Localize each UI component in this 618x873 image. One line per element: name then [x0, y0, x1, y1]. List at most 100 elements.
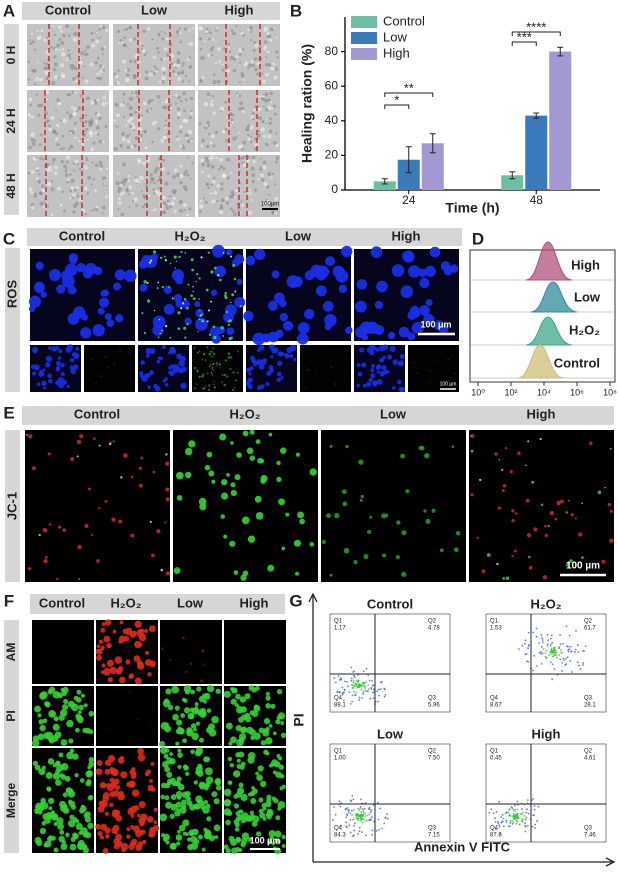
cell [207, 53, 211, 57]
cell [293, 539, 301, 547]
cell [122, 92, 126, 96]
cell [152, 470, 156, 474]
cell [210, 99, 214, 103]
cell [252, 788, 258, 795]
cell [49, 45, 53, 49]
cell [199, 315, 202, 317]
cell [329, 573, 333, 577]
event-dot [500, 821, 503, 824]
cell [77, 106, 82, 111]
event-dot [360, 814, 363, 817]
cell [133, 197, 138, 202]
event-dot [353, 685, 356, 688]
cell [221, 478, 228, 486]
cell [176, 51, 181, 55]
cell [189, 707, 195, 713]
cell [153, 820, 158, 825]
cell [190, 723, 197, 729]
cell [509, 470, 513, 474]
cell [95, 125, 100, 130]
cell [211, 94, 215, 98]
event-dot [360, 811, 363, 813]
event-dot [518, 823, 521, 826]
quadrant-name: Q2 [428, 619, 437, 625]
cell [338, 284, 348, 294]
event-dot [577, 651, 580, 653]
cell [101, 25, 106, 30]
cell [99, 69, 104, 74]
cell [66, 180, 70, 184]
cell [574, 517, 577, 520]
event-dot [349, 812, 352, 815]
cell [226, 327, 235, 336]
event-dot [532, 631, 534, 634]
cell [116, 81, 120, 85]
cell [227, 356, 231, 359]
event-dot [533, 805, 536, 807]
cell [232, 31, 236, 36]
micrograph [160, 620, 222, 684]
cell [187, 283, 190, 286]
cell [94, 61, 98, 65]
cell [157, 51, 161, 55]
cell [176, 719, 183, 726]
plot-title: High [532, 726, 561, 741]
cell [73, 106, 78, 112]
event-dot [512, 821, 515, 824]
event-dot [516, 815, 519, 818]
event-dot [349, 702, 352, 705]
cell [226, 375, 229, 378]
cell [125, 659, 131, 665]
cell [125, 189, 130, 193]
cell [62, 118, 67, 124]
event-dot [337, 675, 340, 678]
cell [77, 710, 82, 715]
cell [55, 109, 58, 112]
event-dot [358, 685, 361, 687]
cell [305, 387, 307, 389]
cell [32, 348, 37, 354]
event-dot [540, 646, 543, 648]
cell [113, 282, 122, 291]
event-dot [347, 811, 350, 814]
cell [609, 509, 613, 513]
event-dot [369, 818, 372, 821]
cell [297, 511, 305, 519]
cell [269, 91, 273, 96]
quadrant-name: Q4 [490, 696, 499, 702]
cell [265, 119, 268, 122]
event-dot [559, 643, 562, 646]
event-dot [558, 654, 561, 657]
cell [207, 309, 211, 312]
cell [527, 440, 530, 443]
cell [48, 736, 53, 742]
cell [257, 116, 263, 121]
event-dot [362, 808, 365, 811]
event-dot [353, 690, 355, 693]
cell [65, 168, 68, 171]
y-tick-label: 60 [325, 78, 339, 92]
cell [80, 327, 92, 339]
cell [172, 196, 176, 200]
cell [60, 739, 68, 746]
cell [223, 844, 229, 850]
cell [210, 364, 212, 366]
cell [142, 161, 147, 166]
cell [198, 350, 201, 353]
cell [340, 245, 353, 258]
event-dot [363, 685, 366, 687]
cell [165, 840, 170, 845]
cell [219, 433, 227, 441]
cell [324, 323, 332, 331]
event-dot [549, 637, 552, 640]
cell [279, 447, 287, 454]
cell [268, 723, 273, 728]
cell [129, 352, 131, 355]
cell [34, 808, 40, 814]
quadrant-name: Q3 [428, 826, 437, 832]
quadrant-value: 1.17 [334, 626, 346, 632]
cell [140, 134, 144, 138]
cell [231, 120, 235, 124]
event-dot [505, 819, 508, 822]
cell [398, 326, 410, 338]
